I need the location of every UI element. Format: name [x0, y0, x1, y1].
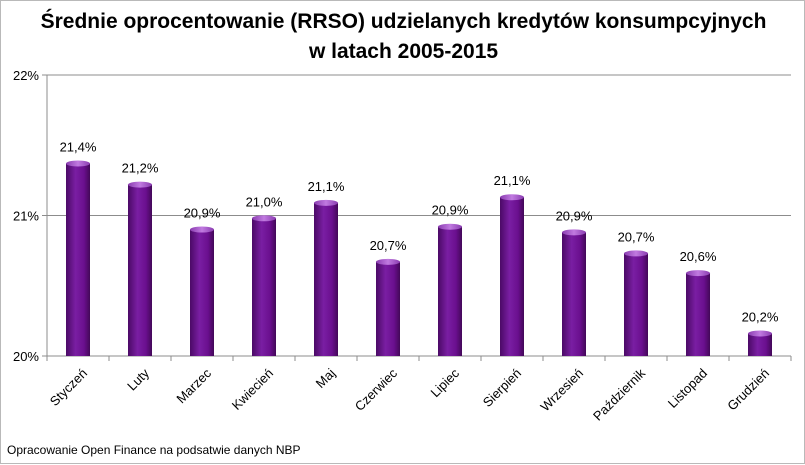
- x-tick-label: Luty: [124, 365, 152, 393]
- data-label: 20,7%: [370, 238, 407, 253]
- bar: [376, 261, 400, 356]
- x-tick-label: Marzec: [173, 365, 214, 406]
- label-layer: 21,4% Styczeń 21,2% Luty 20,9% Marzec 21,0% Kwi…: [47, 140, 779, 424]
- axis-layer: 20% 21% 22%: [13, 68, 792, 364]
- bar-cap: [686, 270, 710, 277]
- chart-title-line-2: w latach 2005-2015: [308, 40, 499, 63]
- source-note: Opracowanie Open Finance na podsatwie da…: [7, 443, 301, 457]
- bar-cap: [376, 258, 400, 265]
- bar-cap: [252, 215, 276, 222]
- data-label: 20,2%: [742, 310, 779, 325]
- data-label: 20,6%: [680, 249, 717, 264]
- bar: [686, 273, 710, 356]
- bar-cap: [128, 181, 152, 188]
- bar-cap: [500, 194, 524, 201]
- x-tick-label: Sierpień: [480, 366, 524, 410]
- data-label: 21,4%: [60, 140, 97, 155]
- data-label: 20,9%: [432, 203, 469, 218]
- bar: [128, 184, 152, 356]
- x-tick-label: Kwiecień: [229, 366, 276, 413]
- bar: [190, 229, 214, 356]
- bar: [314, 202, 338, 356]
- x-tick-label: Wrzesień: [537, 366, 586, 415]
- data-label: 21,2%: [122, 161, 159, 176]
- chart-title-line-1: Średnie oprocentowanie (RRSO) udzielanyc…: [40, 10, 767, 33]
- x-tick-label: Lipiec: [427, 365, 462, 400]
- data-label: 20,7%: [618, 229, 655, 244]
- chart-title: Średnie oprocentowanie (RRSO) udzielanyc…: [1, 7, 805, 67]
- y-tick-label: 22%: [13, 68, 39, 83]
- bar: [562, 232, 586, 356]
- bar: [252, 218, 276, 356]
- bar-cap: [748, 330, 772, 337]
- grid-layer: [47, 74, 791, 357]
- x-tick-label: Październik: [590, 365, 648, 423]
- bar-layer: [66, 160, 772, 356]
- data-label: 21,0%: [246, 194, 283, 209]
- bar: [624, 253, 648, 356]
- y-tick-label: 21%: [13, 209, 39, 224]
- bar: [438, 226, 462, 356]
- bar-cap: [438, 223, 462, 230]
- bar: [748, 333, 772, 356]
- y-tick-label: 20%: [13, 349, 39, 364]
- data-label: 21,1%: [494, 173, 531, 188]
- bar-cap: [66, 160, 90, 167]
- x-tick-label: Czerwiec: [352, 365, 401, 414]
- x-tick-label: Maj: [313, 365, 338, 390]
- bar-cap: [624, 250, 648, 257]
- data-label: 20,9%: [556, 208, 593, 223]
- data-label: 20,9%: [184, 206, 221, 221]
- bar-cap: [314, 199, 338, 206]
- bar: [66, 163, 90, 356]
- x-tick-label: Listopad: [665, 366, 710, 411]
- bar-cap: [562, 229, 586, 236]
- x-tick-label: Styczeń: [47, 366, 90, 409]
- data-label: 21,1%: [308, 179, 345, 194]
- bar-cap: [190, 226, 214, 233]
- bar: [500, 197, 524, 356]
- x-tick-label: Grudzień: [724, 366, 772, 414]
